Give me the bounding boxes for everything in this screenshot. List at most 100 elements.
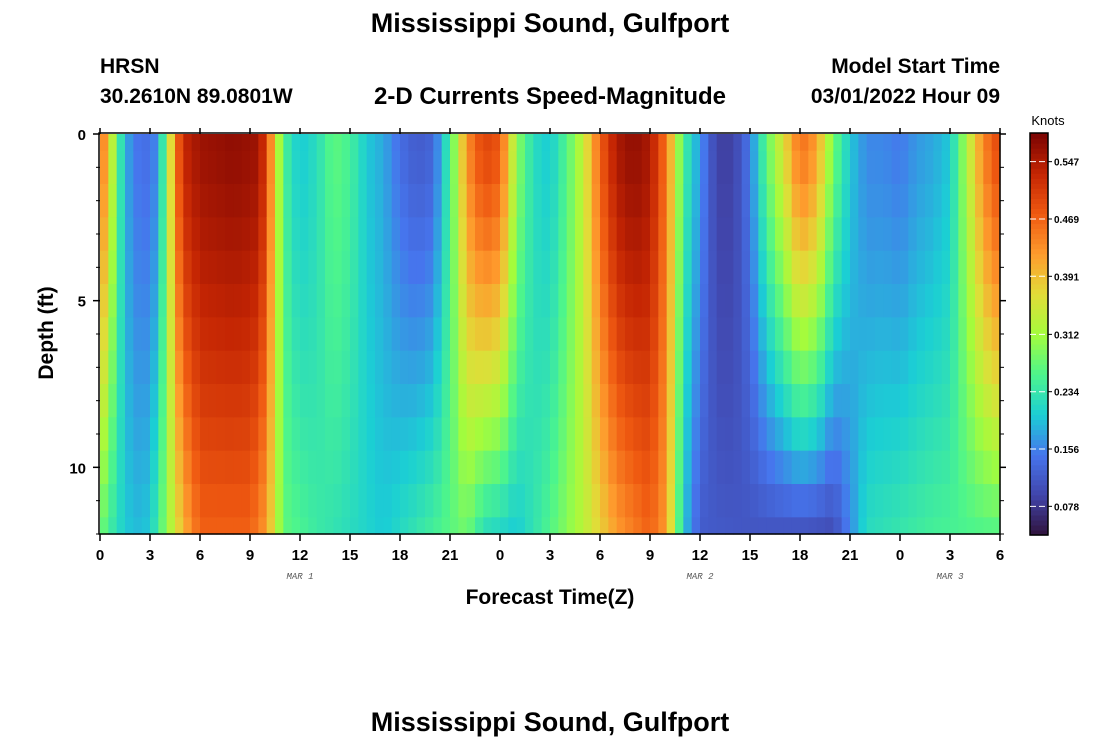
heatmap-cell [233, 217, 243, 252]
colorbar-segment [1030, 364, 1048, 370]
colorbar-segment [1030, 248, 1048, 255]
heatmap-cell [275, 417, 284, 452]
heatmap-cell [750, 217, 759, 252]
heatmap-cell [158, 417, 168, 452]
heatmap-cell [358, 150, 368, 185]
heatmap-cell [566, 150, 576, 185]
heatmap-cell [416, 184, 426, 218]
heatmap-cell [450, 450, 459, 485]
heatmap-cell [383, 450, 393, 485]
heatmap-cell [350, 134, 359, 152]
heatmap-cell [991, 450, 1001, 485]
heatmap-cell [375, 250, 384, 285]
heatmap-cell [350, 384, 359, 418]
heatmap-cell [416, 150, 426, 185]
heatmap-cell [875, 350, 884, 385]
heatmap-cell [633, 484, 643, 518]
heatmap-cell [541, 417, 551, 452]
heatmap-cell [283, 134, 293, 152]
heatmap-cell [133, 417, 143, 452]
heatmap-cell [166, 184, 176, 218]
x-tick-label: 15 [342, 547, 359, 564]
heatmap-cell [883, 484, 893, 518]
colorbar-segment [1030, 429, 1048, 436]
heatmap-cell [900, 384, 909, 418]
heatmap-cell [300, 134, 309, 152]
heatmap-cell [333, 317, 343, 352]
heatmap-cell [591, 417, 601, 452]
heatmap-cell [383, 217, 393, 252]
heatmap-cell [225, 150, 234, 185]
heatmap-cell [166, 317, 176, 352]
heatmap-cell [633, 350, 643, 385]
heatmap-cell [200, 184, 209, 218]
heatmap-cell [625, 317, 634, 352]
heatmap-cell [958, 150, 968, 185]
heatmap-cell [358, 317, 368, 352]
heatmap-cell [525, 184, 534, 218]
colorbar-segment [1030, 148, 1048, 154]
heatmap-cell [950, 417, 959, 452]
heatmap-cell [175, 184, 184, 218]
heatmap-cell [433, 250, 443, 285]
heatmap-cell [908, 317, 918, 352]
heatmap-cell [825, 217, 834, 252]
heatmap-cell [141, 417, 151, 452]
heatmap-cell [408, 384, 418, 418]
heatmap-cell [508, 384, 518, 418]
heatmap-cell [600, 284, 609, 318]
heatmap-cell [266, 384, 276, 418]
heatmap-cell [108, 384, 118, 418]
heatmap-cell [133, 450, 143, 485]
heatmap-cell [641, 384, 651, 418]
heatmap-cell [375, 217, 384, 252]
heatmap-cell [691, 317, 701, 352]
heatmap-cell [825, 450, 834, 485]
heatmap-cell [150, 184, 159, 218]
heatmap-cell [150, 517, 159, 535]
heatmap-cell [841, 417, 851, 452]
heatmap-cell [933, 384, 943, 418]
heatmap-cell [608, 250, 618, 285]
heatmap-cell [616, 384, 626, 418]
heatmap-cell [875, 217, 884, 252]
heatmap-cell [591, 134, 601, 152]
heatmap-cell [225, 217, 234, 252]
heatmap-cell [308, 517, 318, 535]
heatmap-cell [675, 317, 684, 352]
colorbar-segment [1030, 509, 1048, 516]
heatmap-cell [958, 284, 968, 318]
heatmap-cell [308, 217, 318, 252]
x-tick-label: 9 [646, 547, 654, 564]
heatmap-cell [425, 417, 434, 452]
heatmap-cell [650, 284, 659, 318]
heatmap-cell [250, 284, 259, 318]
colorbar-segment [1030, 158, 1048, 164]
heatmap-cell [225, 517, 234, 535]
heatmap-cell [500, 217, 509, 252]
heatmap-cell [275, 250, 284, 285]
colorbar-tick-label: 0.078 [1054, 502, 1079, 513]
heatmap-cell [216, 150, 226, 185]
heatmap-cell [966, 384, 976, 418]
heatmap-cell [375, 417, 384, 452]
heatmap-cell [683, 350, 693, 385]
heatmap-cell [708, 517, 718, 535]
heatmap-cell [691, 150, 701, 185]
heatmap-cell [150, 250, 159, 285]
heatmap-cell [841, 284, 851, 318]
heatmap-cell [641, 350, 651, 385]
heatmap-cell [900, 184, 909, 218]
heatmap-cell [775, 484, 784, 518]
heatmap-cell [633, 517, 643, 535]
heatmap-cell [400, 517, 409, 535]
heatmap-cell [225, 350, 234, 385]
heatmap-cell [400, 484, 409, 518]
heatmap-cell [183, 184, 193, 218]
heatmap-cell [183, 317, 193, 352]
heatmap-cell [116, 184, 126, 218]
heatmap-cell [325, 384, 334, 418]
heatmap-cell [600, 217, 609, 252]
heatmap-cell [783, 217, 793, 252]
heatmap-cell [466, 317, 476, 352]
